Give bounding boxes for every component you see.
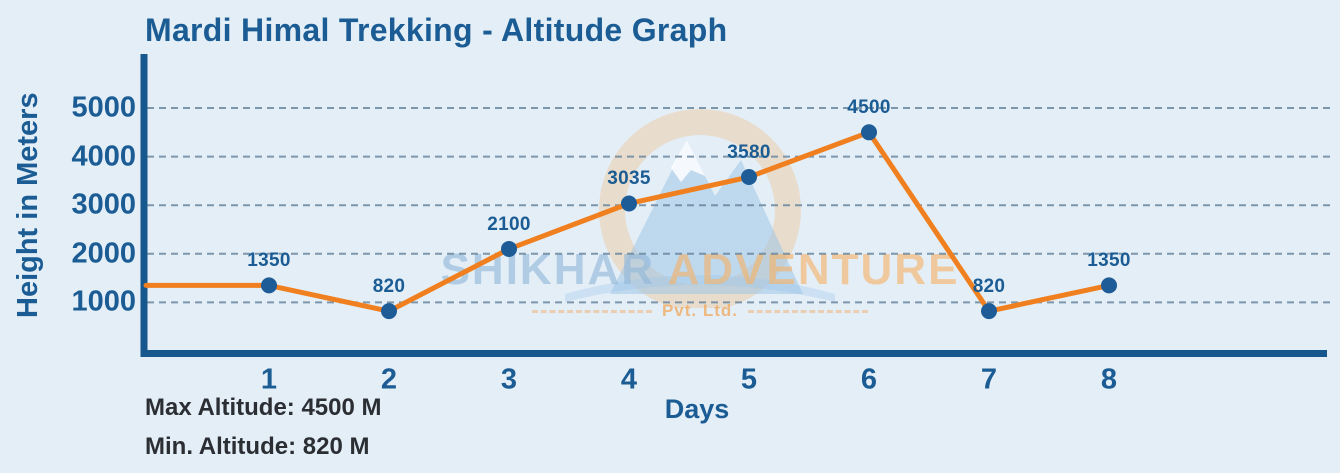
y-tick-label: 5000 bbox=[71, 91, 136, 124]
value-label: 3035 bbox=[607, 168, 651, 190]
y-tick-label: 4000 bbox=[71, 140, 136, 173]
data-point-dot bbox=[621, 195, 637, 212]
chart-title: Mardi Himal Trekking - Altitude Graph bbox=[145, 12, 728, 48]
data-point-dot bbox=[501, 240, 517, 257]
data-point-dot bbox=[741, 169, 757, 186]
x-tick-label: 6 bbox=[860, 363, 878, 396]
data-point-dot bbox=[1101, 277, 1117, 294]
watermark-dash-right-icon bbox=[748, 309, 869, 313]
y-tick-label: 3000 bbox=[71, 188, 136, 221]
value-label: 4500 bbox=[847, 97, 891, 119]
x-tick-label: 1 bbox=[260, 363, 278, 396]
max-altitude-note: Max Altitude: 4500 M bbox=[145, 394, 382, 421]
y-tick-label: 1000 bbox=[71, 285, 136, 318]
data-point-dot bbox=[981, 303, 997, 320]
data-point-dot bbox=[381, 303, 397, 320]
y-axis-title: Height in Meters bbox=[12, 92, 44, 319]
x-tick-label: 8 bbox=[1100, 363, 1118, 396]
value-label: 3580 bbox=[727, 142, 771, 163]
min-altitude-note: Min. Altitude: 820 M bbox=[145, 433, 370, 460]
data-point-dot bbox=[261, 277, 277, 294]
watermark-subtitle-row: Pvt. Ltd. bbox=[415, 301, 985, 321]
value-label: 820 bbox=[372, 276, 406, 298]
x-tick-label: 3 bbox=[500, 363, 518, 396]
x-tick-label: 5 bbox=[740, 363, 758, 396]
data-point-dot bbox=[861, 124, 877, 141]
y-tick-label: 2000 bbox=[71, 237, 136, 270]
x-tick-label: 4 bbox=[620, 363, 638, 396]
watermark-subtitle: Pvt. Ltd. bbox=[661, 301, 739, 320]
value-label: 1350 bbox=[1087, 250, 1131, 272]
value-label: 820 bbox=[972, 276, 1006, 298]
x-tick-label: 2 bbox=[380, 363, 398, 396]
watermark-dash-left-icon bbox=[531, 309, 652, 313]
value-label: 1350 bbox=[247, 250, 291, 272]
x-tick-label: 7 bbox=[980, 363, 998, 396]
x-axis-title: Days bbox=[664, 394, 730, 424]
value-label: 2100 bbox=[487, 213, 531, 235]
